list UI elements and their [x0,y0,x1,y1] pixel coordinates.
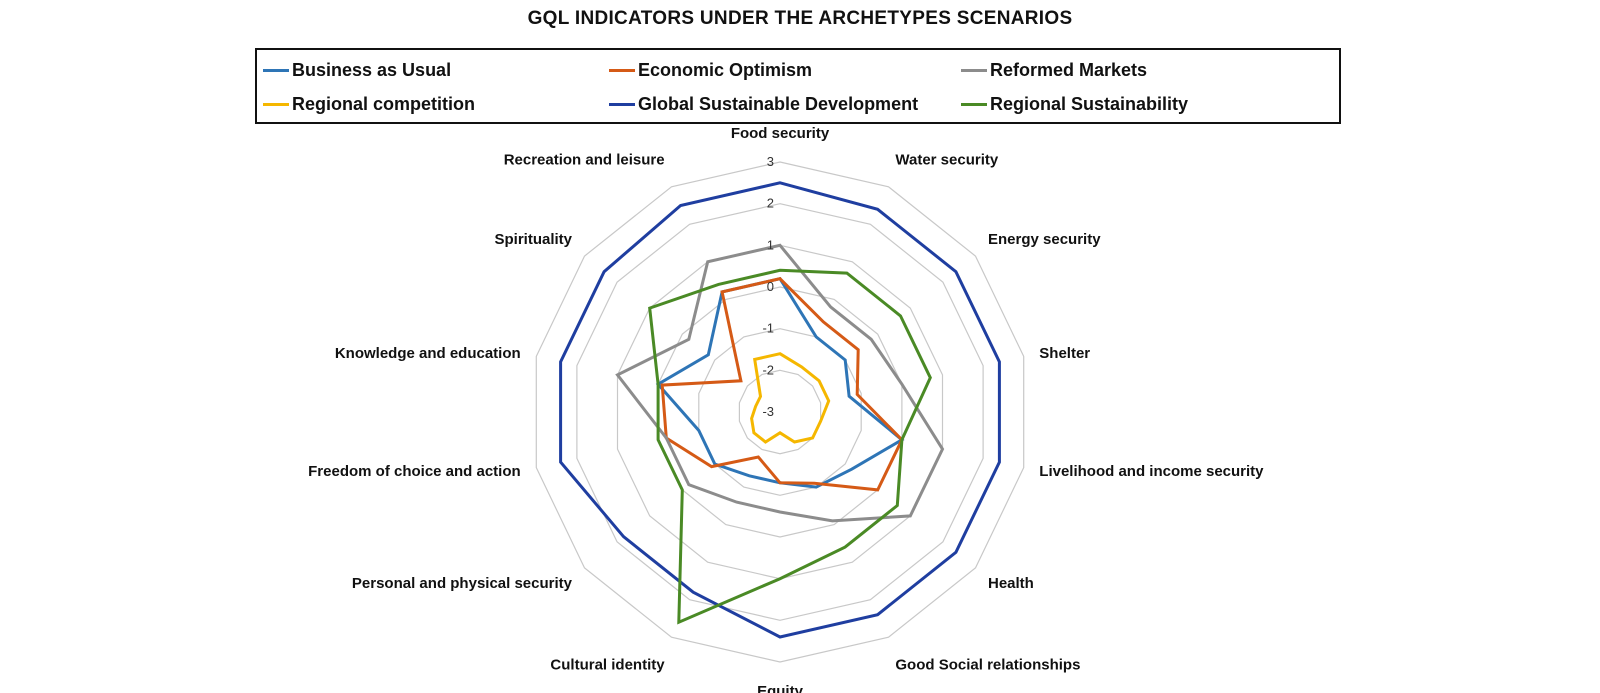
grid-ring-4 [616,244,944,580]
category-label-energy-security: Energy security [988,231,1101,248]
category-label-food-security: Food security [731,125,830,142]
category-label-shelter: Shelter [1039,345,1090,362]
tick-label: 1 [767,237,774,252]
category-label-equity: Equity [757,683,803,693]
tick-label: -2 [762,362,774,377]
legend-item-business-as-usual: Business as Usual [263,58,451,82]
legend-item-reformed-markets: Reformed Markets [961,58,1147,82]
series-regional-sustainability [648,268,932,625]
legend-swatch [961,68,987,72]
legend-swatch [961,102,987,106]
category-label-good-social-relationships: Good Social relationships [895,657,1080,674]
category-label-personal-and-physical-security: Personal and physical security [352,575,573,592]
legend-swatch [263,68,289,72]
tick-label: -1 [762,321,774,336]
legend-item-regional-sustainability: Regional Sustainability [961,92,1188,116]
legend-item-regional-competition: Regional competition [263,92,475,116]
series-global-sustainable-development [559,181,1001,639]
legend-label: Regional competition [292,93,476,114]
tick-label: -3 [762,404,774,419]
legend-label: Economic Optimism [638,59,813,80]
tick-label: 2 [767,196,774,211]
legend-label: Reformed Markets [990,59,1148,80]
chart-legend: Business as Usual Economic Optimism Refo… [255,48,1341,124]
category-label-livelihood-and-income-security: Livelihood and income security [1039,463,1264,480]
legend-label: Regional Sustainability [990,93,1189,114]
legend-label: Business as Usual [292,59,452,80]
chart-title: GQL INDICATORS UNDER THE ARCHETYPES SCEN… [527,8,1073,29]
legend-swatch [609,102,635,106]
category-label-health: Health [988,575,1034,592]
category-label-spirituality: Spirituality [494,231,572,248]
legend-item-global-sustainable-development: Global Sustainable Development [609,92,918,116]
radial-ticks: -3 -2 -1 0 1 2 3 [762,154,774,419]
tick-label: 0 [767,279,774,294]
tick-label: 3 [767,154,774,169]
series-regional-competition [750,352,831,444]
radar-grid [535,161,1025,663]
legend-swatch [609,68,635,72]
category-label-knowledge-and-education: Knowledge and education [335,345,521,362]
series-economic-optimism [660,277,904,492]
grid-ring-2 [698,328,862,496]
grid-ring-5 [576,203,984,621]
category-label-water-security: Water security [895,151,998,168]
grid-ring-1 [738,369,822,455]
legend-label: Global Sustainable Development [638,93,919,114]
category-labels: Food security Water security Energy securi… [308,125,1264,693]
series-reformed-markets [615,243,945,523]
category-label-cultural-identity: Cultural identity [550,657,665,674]
grid-ring-3 [657,286,903,538]
legend-swatch [263,102,289,106]
category-label-freedom-of-choice-and-action: Freedom of choice and action [308,463,521,480]
grid-ring-6 [535,161,1025,663]
legend-item-economic-optimism: Economic Optimism [609,58,812,82]
category-label-recreation-and-leisure: Recreation and leisure [504,151,665,168]
radar-series [559,181,1001,639]
